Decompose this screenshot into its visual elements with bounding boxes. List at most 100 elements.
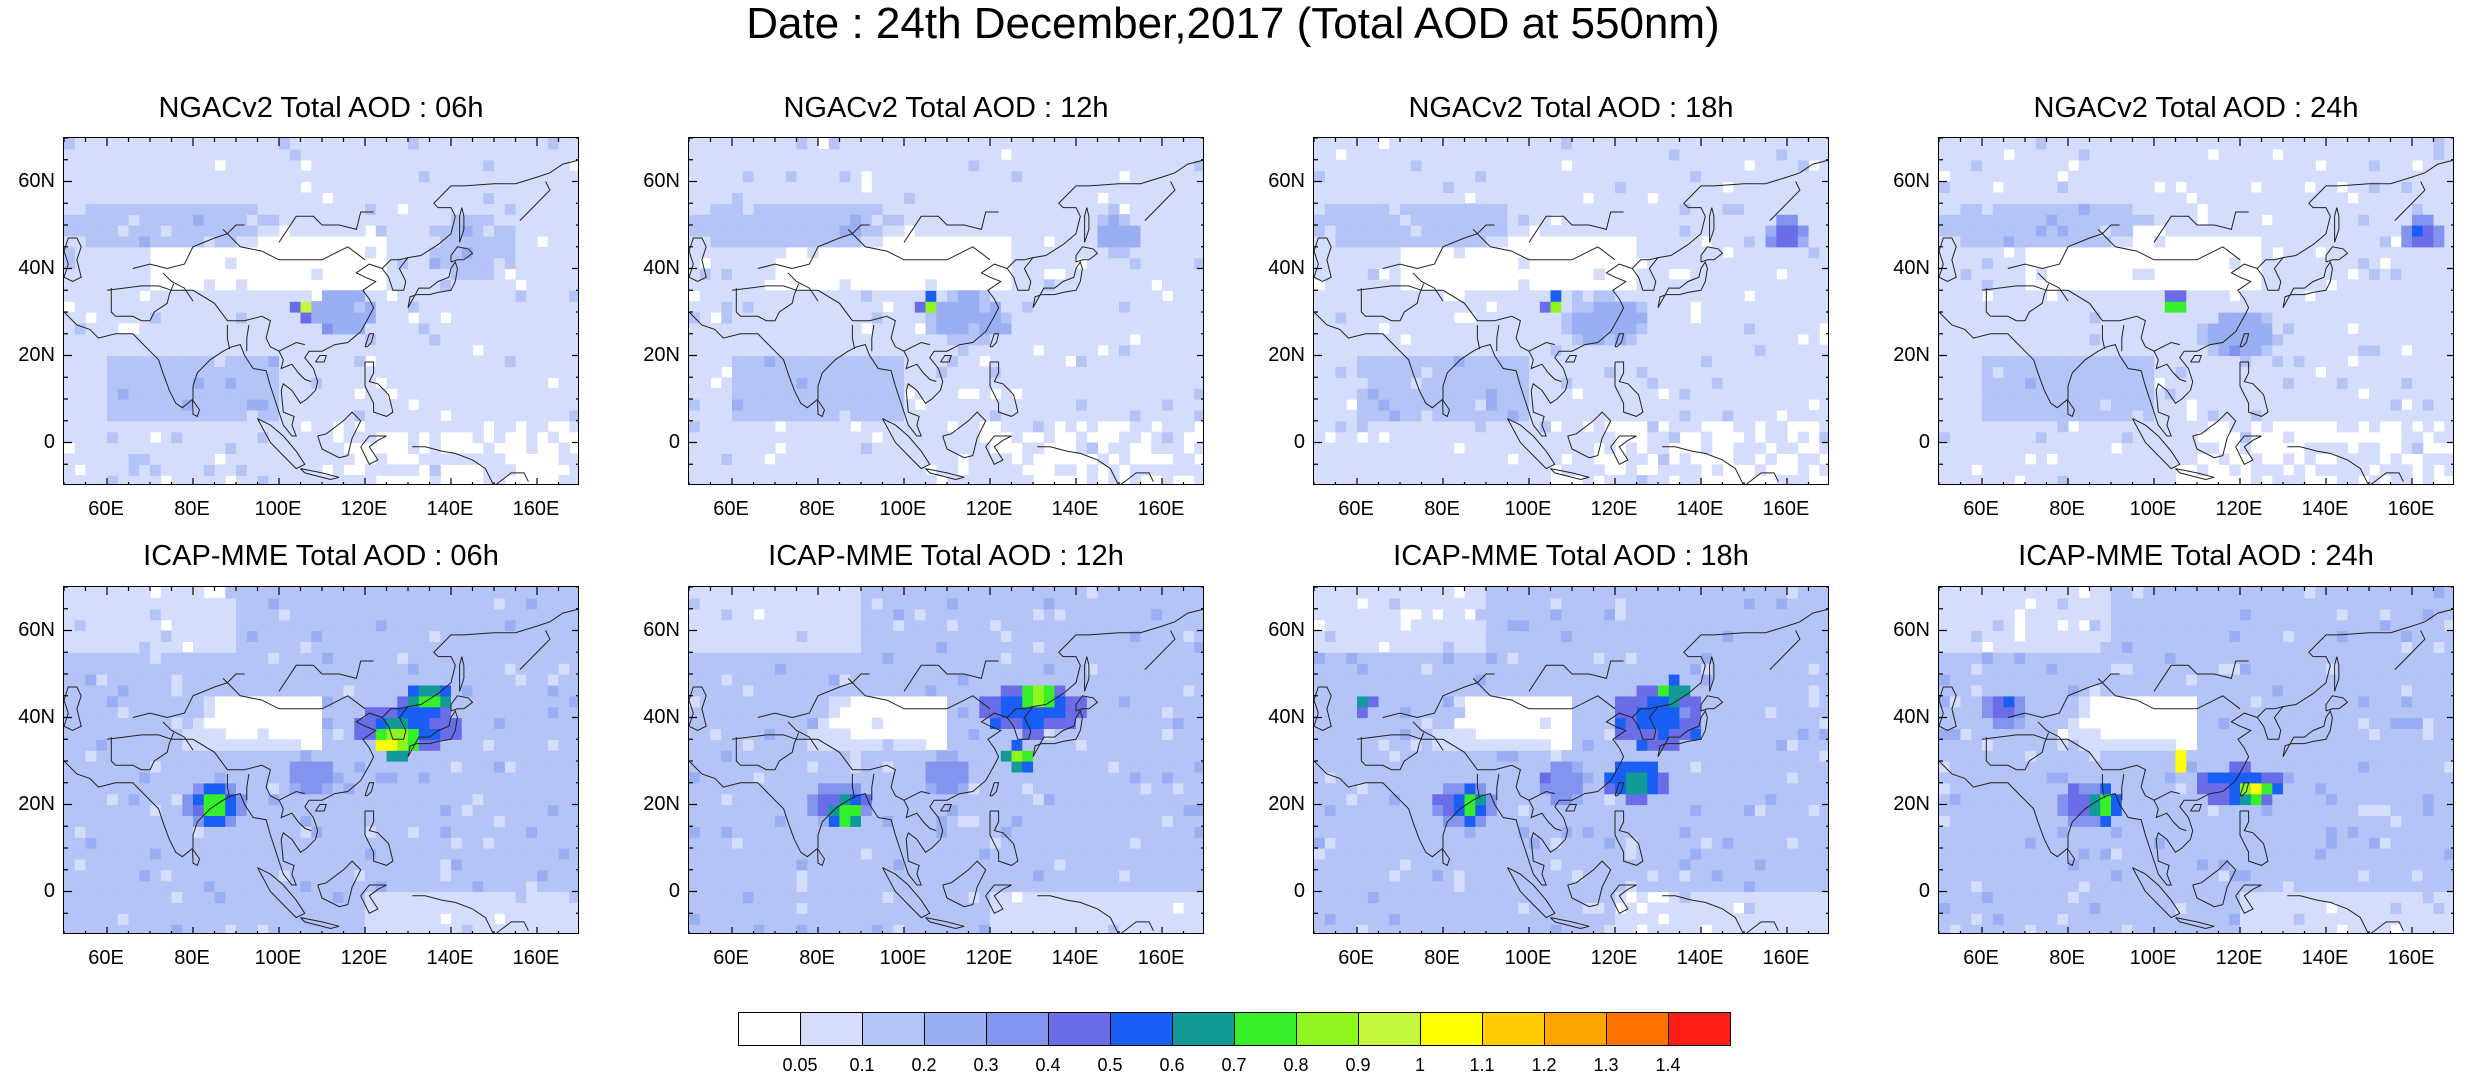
lon-tick-label: 140E: [1040, 499, 1110, 519]
lon-tick-label: 60E: [1946, 948, 2016, 968]
lon-tick-label: 160E: [2376, 948, 2446, 968]
lat-tick-label: 60N: [0, 620, 55, 640]
lon-tick-label: 160E: [1751, 948, 1821, 968]
lon-tick-label: 60E: [1321, 948, 1391, 968]
lat-tick-label: 40N: [624, 707, 680, 727]
lon-tick-label: 120E: [954, 948, 1024, 968]
colorbar-swatch: [800, 1012, 863, 1046]
lat-tick-label: 20N: [0, 794, 55, 814]
colorbar-swatch: [1048, 1012, 1111, 1046]
colorbar-tick-label: 1.2: [1514, 1056, 1574, 1074]
lon-tick-label: 100E: [2118, 499, 2188, 519]
colorbar-tick-label: 0.1: [832, 1056, 892, 1074]
lon-tick-label: 60E: [696, 499, 766, 519]
figure-title: Date : 24th December,2017 (Total AOD at …: [0, 2, 2466, 46]
panel-title: NGACv2 Total AOD : 06h: [21, 92, 621, 124]
lon-tick-label: 160E: [1751, 499, 1821, 519]
panel-title: NGACv2 Total AOD : 12h: [646, 92, 1246, 124]
lon-tick-label: 100E: [868, 499, 938, 519]
lat-tick-label: 60N: [1874, 171, 1930, 191]
colorbar-tick-label: 0.8: [1266, 1056, 1326, 1074]
lon-tick-label: 100E: [243, 499, 313, 519]
colorbar-tick-label: 0.9: [1328, 1056, 1388, 1074]
aod-map-ngacv2-06h: [63, 137, 579, 485]
aod-map-ngacv2-12h: [688, 137, 1204, 485]
lon-tick-label: 120E: [329, 948, 399, 968]
aod-map-icap-mme-06h: [63, 586, 579, 934]
colorbar-tick-label: 1.4: [1638, 1056, 1698, 1074]
lon-tick-label: 100E: [1493, 948, 1563, 968]
lat-tick-label: 20N: [624, 345, 680, 365]
aod-field: [64, 138, 579, 485]
colorbar-tick-label: 1.3: [1576, 1056, 1636, 1074]
lat-tick-label: 0: [1874, 432, 1930, 452]
colorbar-swatch: [862, 1012, 925, 1046]
lon-tick-label: 80E: [1407, 499, 1477, 519]
lon-tick-label: 140E: [415, 499, 485, 519]
lon-tick-label: 140E: [1040, 948, 1110, 968]
lon-tick-label: 60E: [1946, 499, 2016, 519]
colorbar-tick-label: 0.7: [1204, 1056, 1264, 1074]
lon-tick-label: 100E: [243, 948, 313, 968]
aod-field: [689, 138, 1204, 485]
lat-tick-label: 40N: [1874, 258, 1930, 278]
lat-tick-label: 60N: [1249, 620, 1305, 640]
lon-tick-label: 60E: [71, 948, 141, 968]
panel-title: ICAP-MME Total AOD : 24h: [1896, 540, 2466, 572]
aod-field: [64, 587, 579, 934]
lat-tick-label: 0: [624, 432, 680, 452]
lon-tick-label: 140E: [2290, 499, 2360, 519]
panel-title: ICAP-MME Total AOD : 12h: [646, 540, 1246, 572]
aod-field: [1939, 138, 2454, 485]
lon-tick-label: 160E: [2376, 499, 2446, 519]
lon-tick-label: 140E: [1665, 499, 1735, 519]
lat-tick-label: 60N: [1874, 620, 1930, 640]
lon-tick-label: 100E: [868, 948, 938, 968]
lon-tick-label: 140E: [1665, 948, 1735, 968]
lon-tick-label: 120E: [2204, 948, 2274, 968]
lat-tick-label: 40N: [1249, 707, 1305, 727]
colorbar-swatch: [924, 1012, 987, 1046]
colorbar-swatch: [1358, 1012, 1421, 1046]
colorbar-swatch: [1544, 1012, 1607, 1046]
lat-tick-label: 20N: [1249, 794, 1305, 814]
lat-tick-label: 60N: [624, 620, 680, 640]
lat-tick-label: 20N: [624, 794, 680, 814]
lat-tick-label: 0: [1249, 881, 1305, 901]
lon-tick-label: 100E: [2118, 948, 2188, 968]
lat-tick-label: 0: [0, 432, 55, 452]
lon-tick-label: 160E: [501, 948, 571, 968]
lon-tick-label: 60E: [71, 499, 141, 519]
aod-map-ngacv2-24h: [1938, 137, 2454, 485]
lat-tick-label: 0: [1874, 881, 1930, 901]
lat-tick-label: 20N: [1874, 345, 1930, 365]
colorbar-swatch: [1420, 1012, 1483, 1046]
aod-field: [1314, 587, 1829, 934]
colorbar-tick-label: 0.3: [956, 1056, 1016, 1074]
lon-tick-label: 80E: [2032, 948, 2102, 968]
lon-tick-label: 80E: [1407, 948, 1477, 968]
lat-tick-label: 40N: [1249, 258, 1305, 278]
colorbar-swatch: [986, 1012, 1049, 1046]
lat-tick-label: 0: [0, 881, 55, 901]
lon-tick-label: 80E: [157, 499, 227, 519]
panel-title: NGACv2 Total AOD : 18h: [1271, 92, 1871, 124]
lat-tick-label: 60N: [1249, 171, 1305, 191]
lon-tick-label: 140E: [415, 948, 485, 968]
lon-tick-label: 80E: [2032, 499, 2102, 519]
lon-tick-label: 80E: [782, 948, 852, 968]
lon-tick-label: 120E: [329, 499, 399, 519]
lat-tick-label: 20N: [0, 345, 55, 365]
lon-tick-label: 120E: [1579, 499, 1649, 519]
lat-tick-label: 40N: [0, 707, 55, 727]
lat-tick-label: 40N: [0, 258, 55, 278]
colorbar-swatch: [1110, 1012, 1173, 1046]
colorbar-tick-label: 0.5: [1080, 1056, 1140, 1074]
lat-tick-label: 0: [624, 881, 680, 901]
colorbar-tick-label: 0.2: [894, 1056, 954, 1074]
colorbar-swatch: [1482, 1012, 1545, 1046]
aod-map-icap-mme-24h: [1938, 586, 2454, 934]
lat-tick-label: 20N: [1874, 794, 1930, 814]
aod-field: [1939, 587, 2454, 934]
aod-map-icap-mme-12h: [688, 586, 1204, 934]
